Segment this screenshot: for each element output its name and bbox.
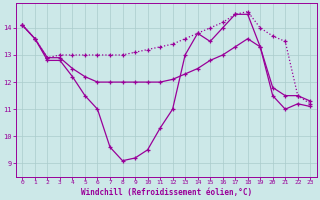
X-axis label: Windchill (Refroidissement éolien,°C): Windchill (Refroidissement éolien,°C) (81, 188, 252, 197)
